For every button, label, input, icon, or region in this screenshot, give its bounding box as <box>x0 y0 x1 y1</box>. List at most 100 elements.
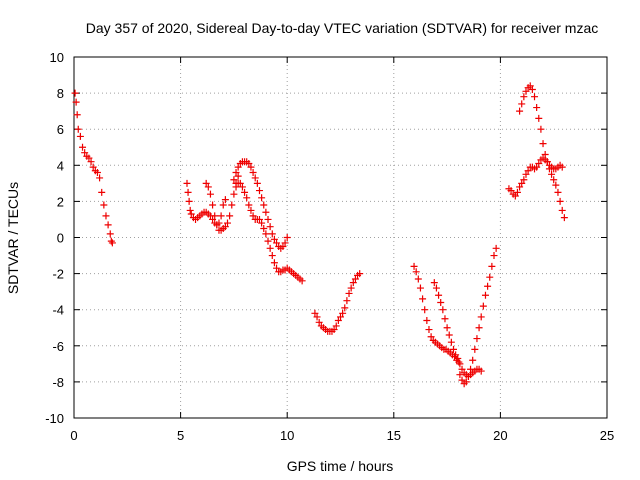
data-point <box>477 313 485 321</box>
data-point <box>518 100 526 108</box>
data-point <box>558 163 566 171</box>
data-point <box>432 284 440 292</box>
data-point <box>217 212 225 220</box>
data-point <box>337 313 344 321</box>
data-point <box>232 169 240 177</box>
data-point <box>556 197 564 205</box>
data-point <box>202 179 210 187</box>
data-point <box>539 140 547 148</box>
data-point <box>186 206 194 214</box>
data-point <box>471 345 479 353</box>
data-point <box>93 169 101 177</box>
x-axis-label: GPS time / hours <box>287 458 394 474</box>
data-point <box>245 201 253 209</box>
data-point <box>462 378 470 386</box>
data-point <box>102 212 110 220</box>
y-tick-label: -2 <box>52 267 64 282</box>
data-point <box>416 284 424 292</box>
data-point <box>412 268 420 276</box>
data-point <box>266 223 274 231</box>
data-point <box>106 230 114 238</box>
axis-ticks <box>73 56 608 419</box>
data-point <box>345 289 353 297</box>
data-point <box>100 201 108 209</box>
data-point <box>270 235 278 243</box>
x-tick-label: 20 <box>493 428 507 443</box>
data-point <box>283 234 291 241</box>
data-point <box>270 259 278 267</box>
plot-frame <box>73 56 608 419</box>
y-tick-label: -10 <box>45 411 64 426</box>
data-point <box>241 188 249 196</box>
y-axis-label: SDTVAR / TECUs <box>5 182 21 294</box>
y-tick-labels: -10 -8 -6 -4 -2 0 2 4 6 8 10 <box>45 50 64 426</box>
data-point <box>221 223 229 231</box>
data-marks <box>71 82 568 388</box>
data-point <box>71 89 79 97</box>
data-point <box>219 201 227 209</box>
data-point <box>486 273 494 281</box>
data-point <box>108 239 116 247</box>
data-point <box>550 176 558 184</box>
data-point <box>475 324 483 332</box>
data-point <box>249 169 257 177</box>
data-point <box>347 284 355 292</box>
x-tick-label: 15 <box>387 428 401 443</box>
data-point <box>533 163 541 171</box>
data-point <box>315 318 323 326</box>
chart-title: Day 357 of 2020, Sidereal Day-to-day VTE… <box>86 20 599 36</box>
data-point <box>76 132 84 140</box>
data-point <box>339 309 347 317</box>
data-point <box>560 214 568 222</box>
data-point <box>262 208 270 216</box>
series-arc9 <box>456 244 500 388</box>
data-point <box>221 196 229 204</box>
data-point <box>234 172 242 180</box>
data-point <box>454 354 462 362</box>
series-arc8 <box>430 279 485 380</box>
data-point <box>458 365 466 373</box>
data-point <box>279 243 287 251</box>
data-point <box>185 197 193 205</box>
data-point <box>204 183 212 191</box>
data-point <box>238 183 246 191</box>
series-arc3 <box>202 172 242 234</box>
data-point <box>209 201 217 209</box>
data-point <box>488 262 496 270</box>
data-point <box>247 163 255 171</box>
data-point <box>258 194 266 202</box>
data-point <box>533 104 541 112</box>
data-point <box>469 356 477 364</box>
data-point <box>245 159 253 167</box>
data-point <box>341 304 349 312</box>
data-point <box>211 212 219 220</box>
data-point <box>273 264 281 272</box>
data-point <box>516 107 524 115</box>
data-point <box>89 163 97 171</box>
data-point <box>421 306 429 314</box>
data-point <box>273 239 281 247</box>
data-point <box>236 179 244 187</box>
data-point <box>281 239 289 247</box>
data-point <box>414 275 422 283</box>
data-point <box>458 376 466 384</box>
y-tick-label: 8 <box>57 86 64 101</box>
data-point <box>537 125 545 133</box>
data-point <box>524 167 532 175</box>
data-point <box>264 215 272 223</box>
data-point <box>492 244 500 252</box>
data-point <box>187 210 195 218</box>
series-arc1 <box>71 89 116 247</box>
data-point <box>437 298 445 306</box>
data-point <box>234 163 242 171</box>
data-point <box>558 206 566 214</box>
data-point <box>79 143 87 151</box>
data-point <box>230 176 238 184</box>
data-point <box>435 291 443 299</box>
data-point <box>73 111 81 119</box>
data-point <box>543 158 551 166</box>
data-point <box>522 87 530 95</box>
data-point <box>507 187 515 195</box>
data-point <box>447 338 455 346</box>
data-point <box>351 275 359 283</box>
